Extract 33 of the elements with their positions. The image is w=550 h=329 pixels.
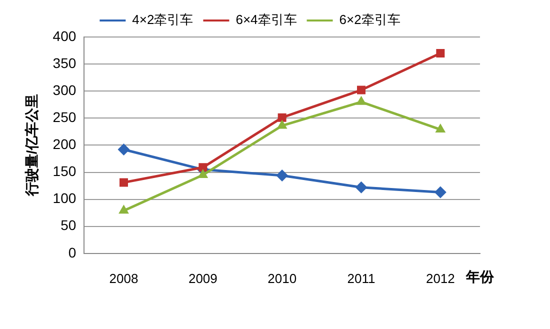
point: [435, 124, 446, 133]
point: [355, 181, 368, 194]
x-tick-label: 2008: [109, 270, 138, 286]
y-tick-label: 250: [52, 109, 76, 126]
point: [198, 168, 208, 178]
y-tick-label: 100: [52, 190, 76, 206]
x-axis-title: 年份: [465, 268, 495, 284]
point: [276, 120, 288, 129]
legend-label: 6×4牵引车: [236, 12, 297, 28]
point: [118, 144, 130, 156]
point: [278, 113, 286, 122]
y-tick-label: 150: [52, 163, 76, 180]
y-tick-label: 350: [52, 54, 76, 71]
y-axis-title: 行驶量/亿车公里: [23, 94, 40, 198]
point: [357, 86, 366, 94]
x-tick-label: 2009: [188, 270, 218, 286]
point: [434, 186, 446, 198]
point: [120, 178, 128, 187]
y-tick-label: 200: [52, 136, 76, 152]
point: [356, 96, 366, 105]
y-tick-label: 400: [52, 28, 76, 44]
y-tick-label: 300: [52, 82, 76, 98]
x-tick-label: 2012: [426, 270, 455, 286]
x-tick-label: 2011: [347, 270, 376, 286]
point: [276, 169, 288, 182]
y-tick-label: 50: [60, 217, 76, 234]
point: [118, 204, 129, 214]
y-tick-label: 0: [68, 244, 76, 260]
point: [436, 48, 445, 58]
legend-label: 4×2牵引车: [132, 12, 194, 28]
x-tick-label: 2010: [268, 270, 297, 286]
legend-label: 6×2牵引车: [339, 12, 400, 28]
point: [198, 163, 208, 172]
